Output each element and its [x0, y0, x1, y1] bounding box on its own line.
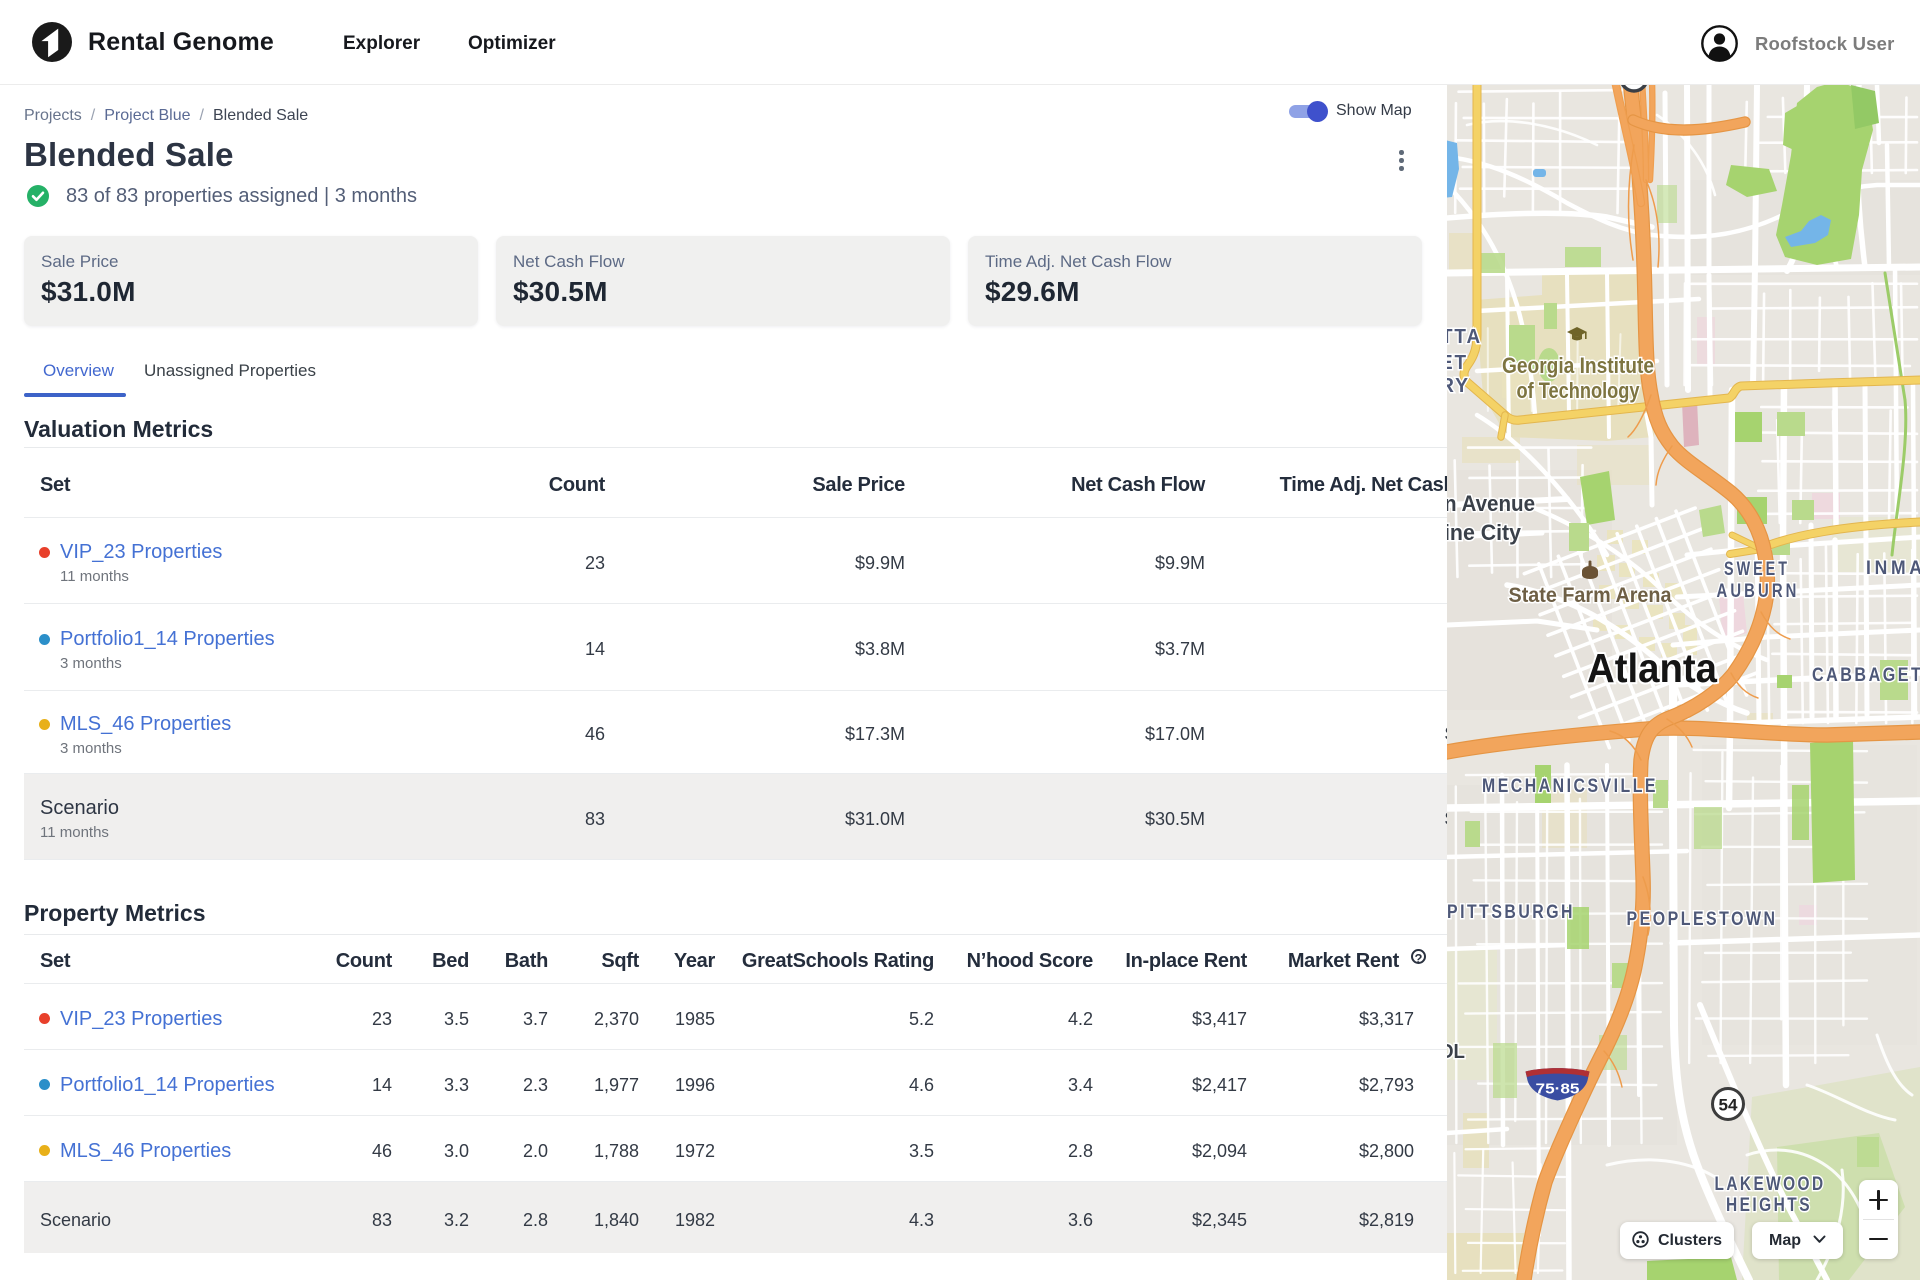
svg-text:75·85: 75·85 [1536, 1081, 1580, 1098]
svg-text:Atlanta: Atlanta [1587, 645, 1718, 691]
svg-text:PEOPLESTOWN: PEOPLESTOWN [1627, 909, 1778, 930]
svg-text:MECHANICSVILLE: MECHANICSVILLE [1482, 776, 1658, 797]
svg-text:54: 54 [1719, 1096, 1738, 1115]
svg-text:ET: ET [1447, 352, 1468, 374]
svg-text:TTA: TTA [1447, 326, 1482, 348]
svg-text:INMAN: INMAN [1866, 558, 1920, 579]
svg-text:ine City: ine City [1447, 520, 1522, 545]
svg-text:PITTSBURGH: PITTSBURGH [1447, 902, 1575, 923]
svg-text:AUBURN: AUBURN [1717, 581, 1800, 602]
svg-text:RY: RY [1447, 375, 1470, 397]
svg-text:CABBAGETOWN: CABBAGETOWN [1812, 665, 1920, 686]
svg-text:SWEET: SWEET [1724, 559, 1790, 580]
svg-text:of Technology: of Technology [1517, 378, 1641, 403]
svg-text:HEIGHTS: HEIGHTS [1726, 1195, 1812, 1216]
svg-text:OL: OL [1447, 1041, 1465, 1063]
svg-text:State Farm Arena: State Farm Arena [1509, 584, 1672, 607]
svg-text:Georgia Institute: Georgia Institute [1502, 353, 1654, 378]
svg-text:n Avenue: n Avenue [1447, 491, 1535, 516]
svg-text:LAKEWOOD: LAKEWOOD [1715, 1174, 1826, 1195]
